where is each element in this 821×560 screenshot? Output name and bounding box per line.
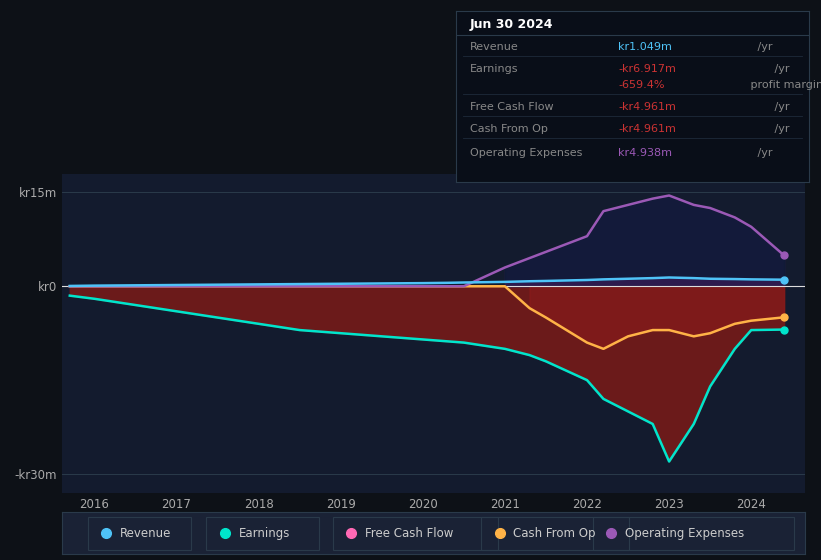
Text: /yr: /yr: [771, 102, 789, 112]
Text: Cash From Op: Cash From Op: [470, 124, 548, 134]
Text: -kr4.961m: -kr4.961m: [618, 124, 676, 134]
Text: Operating Expenses: Operating Expenses: [470, 148, 582, 158]
Text: /yr: /yr: [771, 64, 789, 74]
Text: profit margin: profit margin: [746, 80, 821, 90]
Bar: [481, 516, 629, 550]
Bar: [593, 516, 794, 550]
Text: Cash From Op: Cash From Op: [513, 527, 596, 540]
Text: /yr: /yr: [754, 42, 772, 52]
Text: kr1.049m: kr1.049m: [618, 42, 672, 52]
Text: Operating Expenses: Operating Expenses: [625, 527, 744, 540]
Text: Earnings: Earnings: [238, 527, 290, 540]
Text: /yr: /yr: [771, 124, 789, 134]
Text: kr4.938m: kr4.938m: [618, 148, 672, 158]
Text: Free Cash Flow: Free Cash Flow: [470, 102, 553, 112]
Text: Revenue: Revenue: [120, 527, 171, 540]
Text: -659.4%: -659.4%: [618, 80, 664, 90]
Text: Earnings: Earnings: [470, 64, 518, 74]
Bar: [206, 516, 319, 550]
Text: Jun 30 2024: Jun 30 2024: [470, 18, 553, 31]
Bar: [333, 516, 498, 550]
Text: /yr: /yr: [754, 148, 772, 158]
Text: -kr4.961m: -kr4.961m: [618, 102, 676, 112]
Text: -kr6.917m: -kr6.917m: [618, 64, 676, 74]
Text: Revenue: Revenue: [470, 42, 519, 52]
Text: Free Cash Flow: Free Cash Flow: [365, 527, 453, 540]
Bar: [88, 516, 190, 550]
